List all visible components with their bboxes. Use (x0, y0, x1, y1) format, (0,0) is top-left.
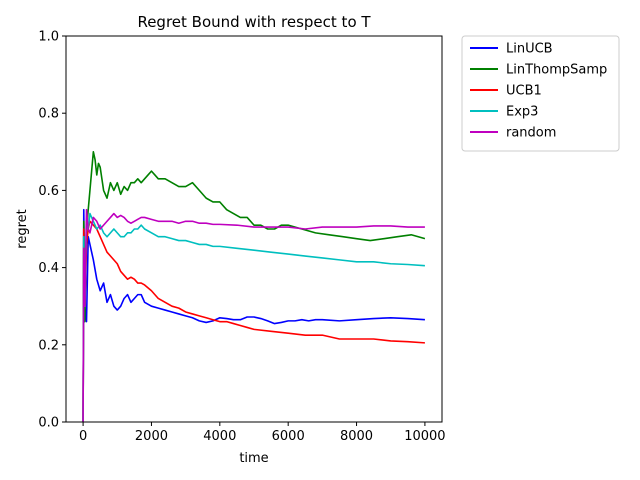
legend: LinUCB LinThompSamp UCB1 Exp3 random (461, 35, 620, 152)
legend-label-exp3: Exp3 (506, 105, 538, 120)
y-axis-title: regret (15, 209, 30, 248)
series-line-random (82, 208, 425, 422)
x-tick-label: 4000 (203, 429, 236, 444)
series-line-ucb1 (82, 220, 425, 422)
x-axis-title: time (239, 451, 268, 466)
y-tick-label: 0.0 (38, 416, 59, 431)
y-tick-label: 1.0 (38, 30, 59, 45)
legend-label-ucb1: UCB1 (506, 84, 542, 99)
legend-label-linthompsamp: LinThompSamp (506, 63, 607, 78)
legend-label-random: random (506, 126, 556, 141)
x-tick-label: 6000 (272, 429, 305, 444)
x-tick-label: 8000 (340, 429, 373, 444)
x-axis: 0 2000 4000 6000 8000 10000 (79, 422, 446, 444)
legend-box (461, 35, 620, 152)
plot-frame (65, 35, 443, 423)
series-line-linucb (82, 208, 425, 422)
series-line-linthompsamp (82, 151, 426, 422)
plot-area (65, 35, 443, 423)
y-tick-label: 0.6 (38, 184, 59, 199)
y-tick-label: 0.4 (38, 261, 59, 276)
chart-title: Regret Bound with respect to T (137, 13, 371, 31)
series-lines (82, 151, 426, 422)
x-tick-label: 0 (79, 429, 87, 444)
series-line-exp3 (82, 212, 425, 422)
x-tick-label: 10000 (404, 429, 445, 444)
y-tick-label: 0.2 (38, 338, 59, 353)
y-axis: 0.0 0.2 0.4 0.6 0.8 1.0 (38, 30, 66, 431)
legend-label-linucb: LinUCB (506, 42, 553, 57)
x-tick-label: 2000 (135, 429, 168, 444)
y-tick-label: 0.8 (38, 107, 59, 122)
